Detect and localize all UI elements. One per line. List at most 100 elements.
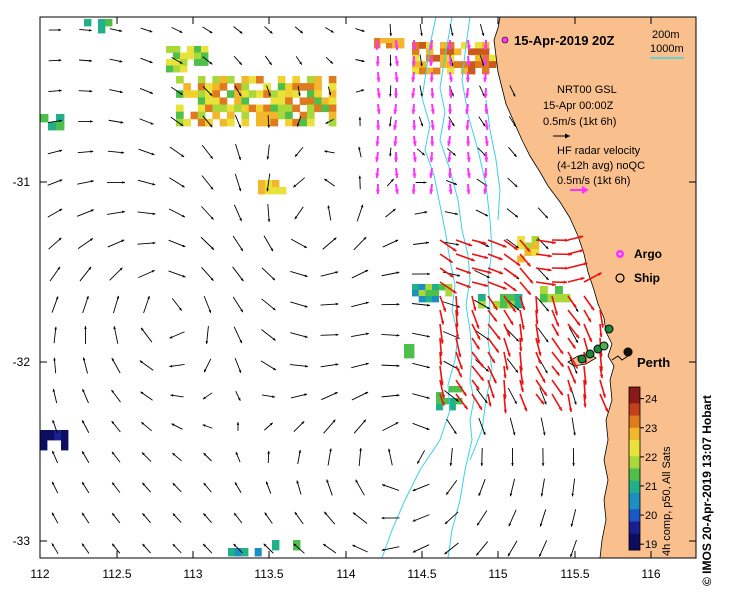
hf-radar-arrow-head	[602, 393, 606, 398]
gsl-arrow-head	[480, 463, 484, 466]
gsl-arrow	[326, 479, 333, 496]
sst-pixel	[306, 97, 315, 105]
gsl-arrow	[233, 204, 243, 222]
gsl-arrow	[476, 388, 488, 404]
sst-pixel	[468, 61, 476, 68]
hf-radar-arrow-head	[394, 173, 399, 178]
gsl-arrow-head	[396, 303, 400, 306]
sst-pixel	[270, 111, 279, 120]
sst-pixel	[404, 351, 410, 359]
hf-radar-arrow-head	[559, 350, 564, 354]
sst-pixel	[190, 111, 199, 120]
gsl-arrow-head	[389, 93, 392, 97]
gsl-arrow-head	[111, 451, 115, 455]
gsl-arrow-head	[444, 551, 448, 555]
colorbar-tick-label: 23	[645, 423, 657, 435]
gsl-arrow-head	[485, 368, 489, 372]
gsl-arrow-head	[59, 208, 63, 212]
gsl-arrow-head	[82, 482, 85, 486]
colorbar-cell	[629, 513, 640, 518]
hf-radar-arrow-head	[559, 391, 563, 396]
gsl-arrow-head	[152, 212, 156, 216]
sst-pixel	[500, 294, 508, 302]
sst-pixel	[258, 187, 266, 195]
sst-pixel	[256, 104, 264, 113]
sst-pixel	[176, 76, 184, 84]
gsl-arrow	[569, 357, 578, 374]
gsl-arrow	[412, 483, 430, 492]
sst-pixel	[292, 104, 301, 113]
sst-pixel	[180, 52, 188, 60]
gsl-arrow-head	[141, 422, 145, 425]
gsl-arrow	[77, 180, 94, 185]
gsl-arrow-head	[352, 544, 356, 548]
sst-pixel	[277, 97, 286, 105]
hf-radar-arrow-head	[476, 324, 480, 329]
sst-pixel	[256, 76, 264, 84]
hf-radar-arrow-head	[440, 339, 444, 344]
gsl-arrow-head	[267, 219, 271, 222]
gsl-arrow	[201, 144, 214, 160]
colorbar-cell	[629, 480, 640, 486]
sst-pixel	[321, 97, 330, 105]
perth-river	[611, 355, 629, 361]
sst-pixel	[248, 76, 257, 84]
marker-legend: Argo Ship	[615, 247, 662, 285]
gsl-arrow-head	[151, 152, 155, 156]
gsl-arrow-head	[294, 512, 298, 515]
gsl-arrow-head	[82, 451, 85, 455]
colorbar-cell	[629, 541, 640, 547]
gsl-arrow	[232, 296, 244, 313]
sst-pixel	[285, 90, 293, 98]
gsl-arrow	[322, 237, 337, 250]
gsl-arrow-head	[396, 271, 400, 275]
gsl-arrow	[77, 237, 94, 250]
gsl-arrow-head	[139, 360, 143, 364]
gsl-arrow	[507, 540, 518, 557]
colorbar-cell	[629, 464, 640, 469]
sst-pixel	[180, 65, 188, 73]
gsl-arrow-head	[86, 295, 89, 299]
sst-pixel	[166, 59, 174, 66]
sst-pixel	[98, 19, 106, 27]
gsl-arrow	[381, 394, 400, 398]
hf-radar-arrow-head	[535, 320, 539, 325]
gsl-arrow	[290, 393, 308, 399]
sst-pixel	[270, 97, 279, 105]
sst-pixel	[197, 90, 206, 98]
gsl-arrow-head	[515, 338, 519, 342]
ship-legend-label: Ship	[634, 271, 660, 285]
gsl-arrow-head	[572, 463, 575, 466]
sst-pixel	[425, 290, 433, 297]
gsl-arrow-head	[426, 241, 429, 245]
gsl-arrow-head	[396, 394, 400, 397]
gsl-arrow-head	[90, 120, 93, 123]
sst-pixel	[524, 242, 532, 250]
gsl-arrow-head	[182, 214, 186, 218]
hf-radar-arrow-head	[513, 246, 518, 250]
gsl-arrow	[358, 447, 362, 467]
gsl-arrow-head	[142, 543, 146, 547]
sst-pixel	[277, 111, 286, 120]
hf-radar-arrow-head	[429, 45, 434, 50]
gsl-arrow	[201, 175, 214, 190]
gsl-arrow-head	[266, 188, 269, 192]
sst-pixel	[440, 54, 448, 62]
hf-radar-arrow-head	[440, 320, 445, 325]
gsl-arrow	[232, 235, 244, 252]
sst-pixel	[241, 111, 250, 120]
hf-radar-arrow-head	[429, 189, 434, 194]
gsl-arrow-head	[51, 543, 55, 547]
sst-pixel	[449, 398, 456, 405]
sst-pixel	[386, 38, 393, 44]
gsl-arrow-head	[455, 212, 459, 216]
sst-pixel	[272, 187, 280, 195]
gsl-arrow	[82, 295, 89, 314]
gsl-arrow-head	[541, 463, 545, 466]
gsl-arrow-head	[52, 450, 55, 454]
hf-radar-arrow-head	[375, 189, 380, 194]
sst-pixel	[84, 19, 92, 27]
gsl-arrow-head	[172, 453, 176, 456]
hf-radar-arrow-head	[411, 61, 416, 66]
sst-pixel	[212, 76, 221, 84]
